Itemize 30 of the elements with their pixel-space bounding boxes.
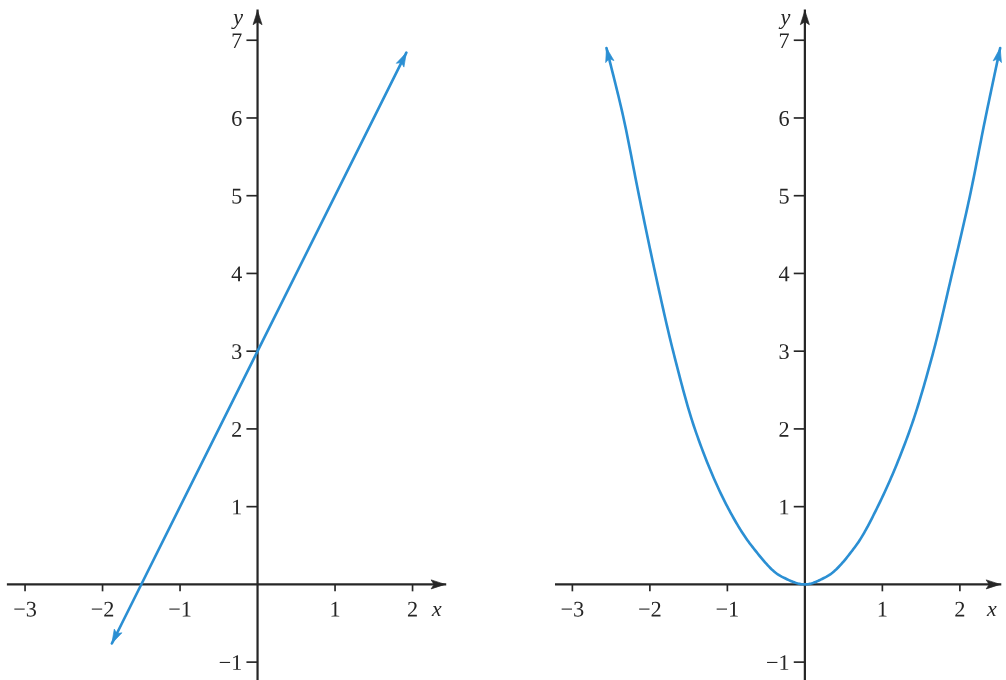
y-axis-title: y	[778, 14, 791, 30]
x-axis-title: x	[986, 605, 997, 617]
y-tick-label: 2	[779, 421, 789, 437]
y-tick-label: 3	[779, 344, 789, 360]
x-tick-label: −3	[14, 601, 36, 617]
y-tick-label: −1	[219, 655, 241, 670]
y-tick-label: 5	[232, 188, 242, 204]
y-tick-label: 4	[231, 266, 242, 282]
x-tick-label: −1	[169, 601, 191, 617]
x-tick-label: −1	[716, 601, 738, 617]
x-tick-label: −2	[639, 601, 661, 617]
x-tick-label: 1	[878, 601, 887, 617]
x-tick-label: −2	[91, 601, 114, 617]
x-tick-label: 2	[407, 601, 417, 617]
y-tick-label: 6	[779, 110, 789, 126]
x-axis-title: x	[431, 605, 442, 617]
y-tick-label: 7	[779, 33, 789, 48]
y-axis-title: y	[231, 14, 244, 30]
y-tick-label: 6	[232, 110, 242, 126]
y-tick-label: 2	[232, 421, 242, 437]
y-tick-label: 3	[232, 344, 242, 360]
y-tick-label: 1	[233, 499, 241, 515]
x-tick-label: 1	[331, 601, 340, 617]
y-tick-label: 4	[778, 266, 790, 282]
y-tick-label: 7	[232, 33, 242, 48]
x-tick-label: 2	[955, 601, 965, 617]
y-tick-label: 5	[779, 188, 789, 204]
y-tick-label: 1	[780, 499, 789, 515]
x-tick-label: −3	[561, 601, 584, 617]
y-tick-label: −1	[767, 655, 789, 670]
